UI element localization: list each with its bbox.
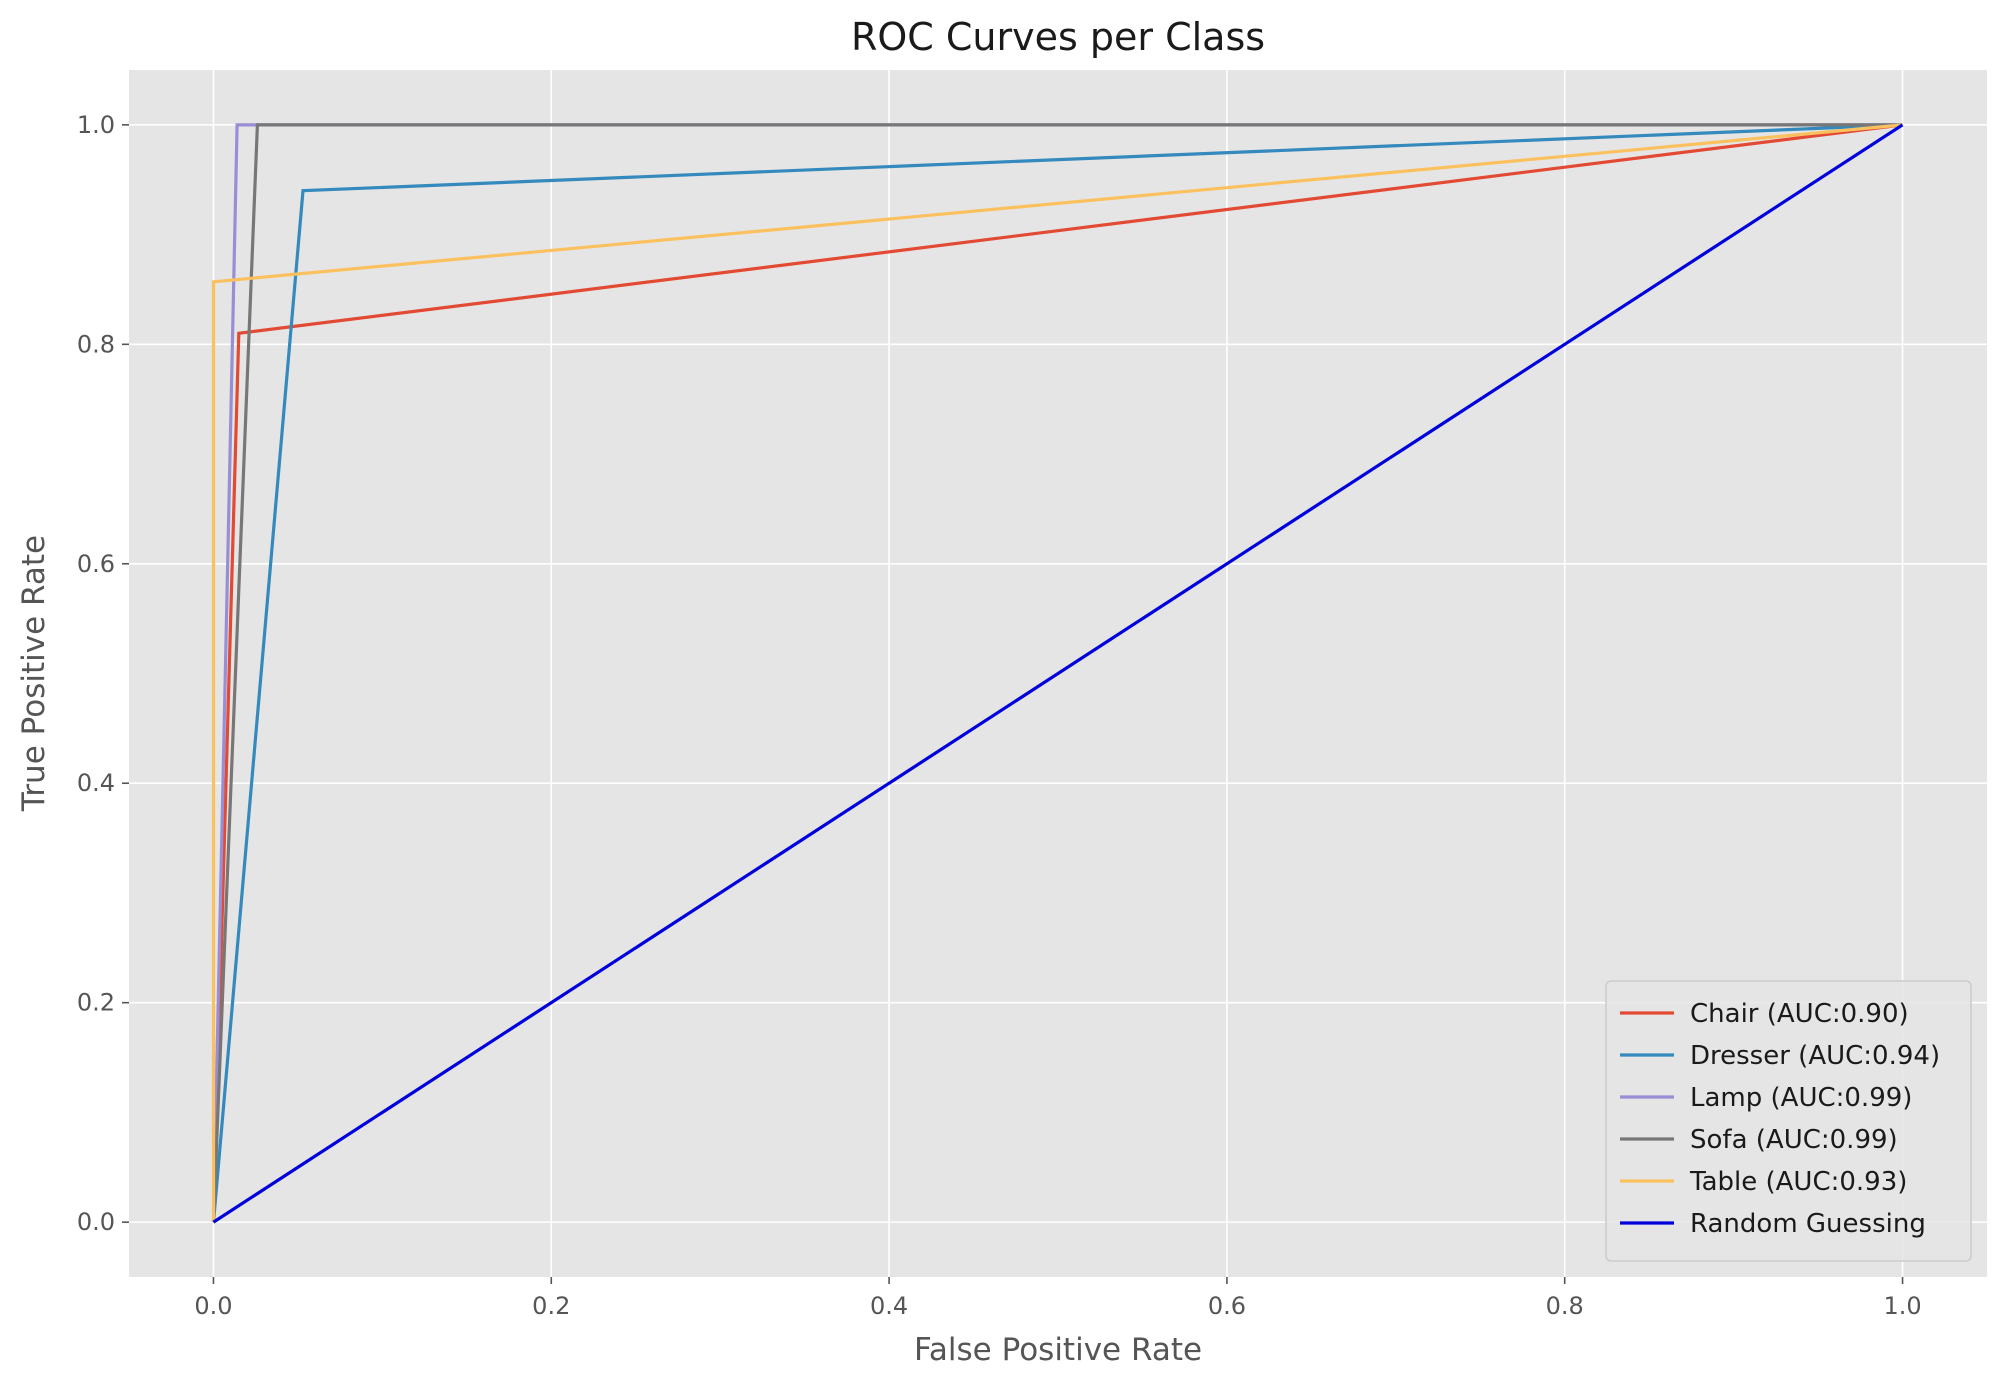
x-tick-label: 0.4 xyxy=(870,1292,908,1320)
x-tick-label: 1.0 xyxy=(1883,1292,1921,1320)
x-tick-label: 0.2 xyxy=(532,1292,570,1320)
x-tick-label: 0.0 xyxy=(194,1292,232,1320)
chart-title: ROC Curves per Class xyxy=(851,15,1265,59)
series-lines xyxy=(211,123,1904,1224)
legend-label: Lamp (AUC:0.99) xyxy=(1690,1083,1912,1113)
y-tick-label: 0.6 xyxy=(77,550,115,578)
y-axis-label: True Positive Rate xyxy=(16,535,52,812)
y-tick-label: 0.2 xyxy=(77,989,115,1017)
series-line-1 xyxy=(211,123,1903,1223)
legend-label: Sofa (AUC:0.99) xyxy=(1690,1125,1898,1155)
series-line-0 xyxy=(211,123,1903,1223)
x-axis-label: False Positive Rate xyxy=(914,1332,1202,1368)
legend-label: Dresser (AUC:0.94) xyxy=(1690,1041,1940,1071)
x-tick-label: 0.6 xyxy=(1208,1292,1246,1320)
series-line-5 xyxy=(212,123,1904,1224)
legend-box xyxy=(1605,980,1972,1262)
x-tick-label: 0.8 xyxy=(1546,1292,1584,1320)
y-tick-label: 1.0 xyxy=(77,111,115,139)
series-line-4 xyxy=(211,123,1903,1223)
legend-label: Table (AUC:0.93) xyxy=(1689,1167,1907,1197)
y-tick-label: 0.4 xyxy=(77,769,115,797)
series-line-3 xyxy=(211,123,1903,1223)
y-tick-label: 0.8 xyxy=(77,330,115,358)
y-tick-label: 0.0 xyxy=(77,1208,115,1236)
legend-label: Chair (AUC:0.90) xyxy=(1690,999,1909,1029)
grid-lines xyxy=(129,70,1987,1277)
legend-label: Random Guessing xyxy=(1690,1209,1926,1239)
legend: Chair (AUC:0.90) Dresser (AUC:0.94) Lamp (… xyxy=(1605,980,1972,1262)
axis-ticks: 0.0 0.2 0.4 0.6 0.8 1.0 0.0 0.2 0.4 0.6 0.8 1.0 xyxy=(77,111,1922,1320)
